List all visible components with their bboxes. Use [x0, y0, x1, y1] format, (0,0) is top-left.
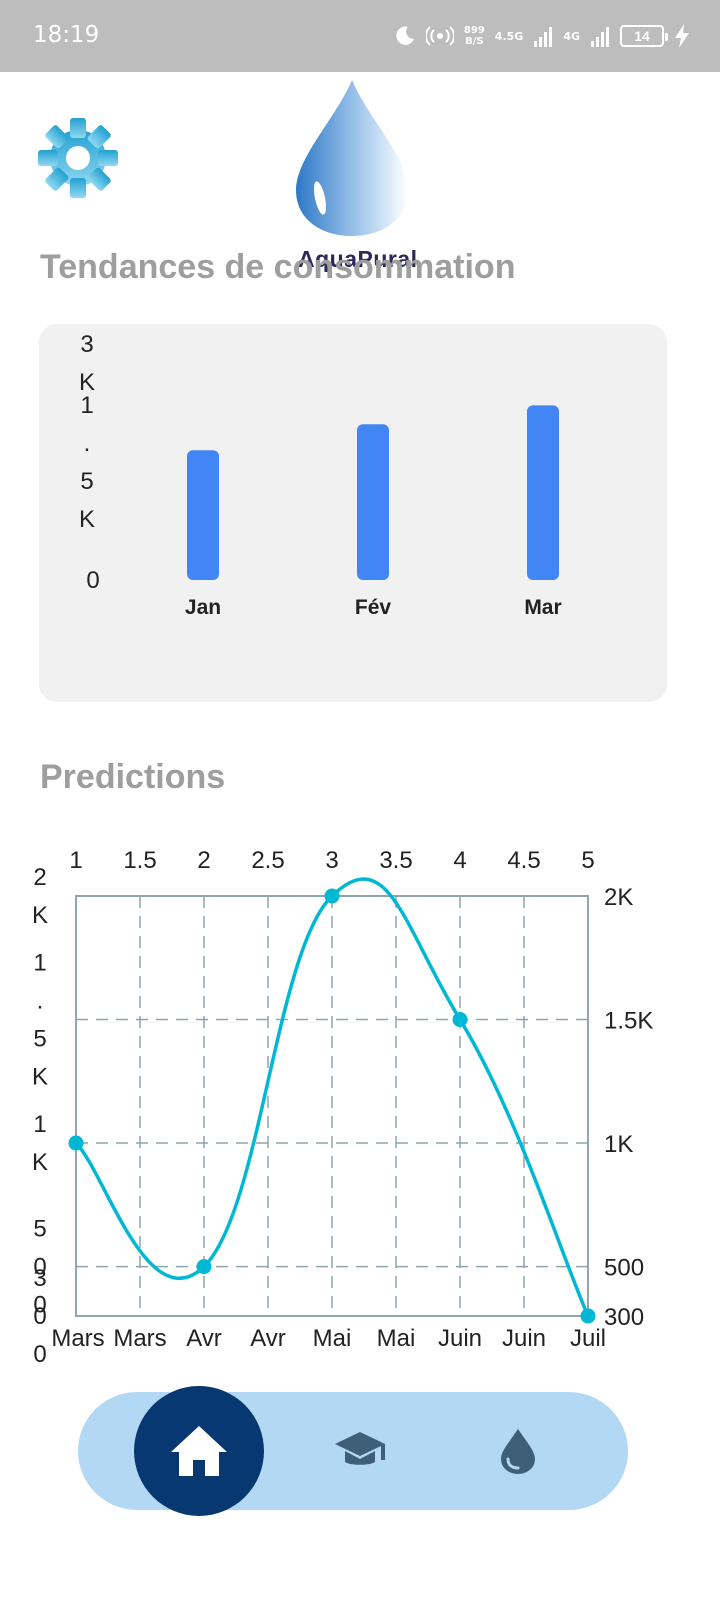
nav-water-button[interactable] [486, 1419, 550, 1483]
x-top-tick-label: 3 [325, 847, 338, 874]
signal-icon [534, 27, 553, 47]
y-right-tick-label: 300 [604, 1304, 644, 1331]
gear-icon [38, 118, 118, 198]
x-bottom-tick-label: Avr [250, 1325, 286, 1352]
x-top-tick-label: 1 [69, 847, 82, 874]
bar-mar [527, 405, 559, 580]
x-top-tick-label: 5 [581, 847, 594, 874]
moon-icon [396, 26, 415, 45]
bottom-navigation [78, 1386, 628, 1516]
settings-button[interactable] [36, 116, 120, 200]
prediction-point [196, 1259, 212, 1275]
prediction-point [452, 1012, 468, 1028]
logo-text: AquaPural [298, 246, 418, 272]
bar-fév [357, 424, 389, 580]
bar-y-tick-label: 0 [86, 567, 99, 594]
nav-learning-button[interactable] [328, 1419, 392, 1483]
y-right-tick-label: 2K [604, 884, 633, 911]
bar-x-tick-label: Jan [185, 596, 221, 619]
hotspot-icon [425, 26, 454, 46]
battery-indicator: 14 [620, 25, 668, 47]
home-icon [171, 1426, 227, 1476]
bar-jan [187, 450, 219, 580]
x-top-tick-label: 1.5 [123, 847, 156, 874]
x-bottom-tick-label: Juin [438, 1325, 482, 1352]
x-bottom-tick-label: Mars [51, 1325, 104, 1352]
y-right-tick-label: 1.5K [604, 1008, 653, 1035]
bar-x-tick-label: Mar [524, 596, 561, 619]
charging-bolt-icon [675, 24, 689, 48]
x-top-tick-label: 4.5 [507, 847, 540, 874]
status-time: 18:19 [33, 22, 100, 48]
consumption-bar-chart: 0 1. 5 K3 K Jan Fév Mar [79, 331, 562, 619]
network-label-1: 4.5G [494, 29, 524, 43]
predictions-title: Predictions [40, 758, 226, 796]
x-top-tick-label: 2 [197, 847, 210, 874]
prediction-point [324, 888, 340, 904]
signal-icon-2 [591, 27, 609, 47]
net-speed: 899 B/S [464, 25, 485, 47]
x-bottom-tick-label: Juil [570, 1325, 606, 1352]
status-bar: 18:19 899 B/S 4.5G 4G 14 [0, 0, 720, 72]
aquapural-logo-drop-icon [296, 80, 408, 236]
prediction-point [580, 1308, 596, 1324]
nav-home-button[interactable] [134, 1386, 264, 1516]
graduation-cap-icon [335, 1432, 385, 1465]
network-label-2: 4G [563, 29, 580, 43]
status-icons: 899 B/S 4.5G 4G 14 [394, 18, 690, 54]
trends-title: Tendances de consommation [40, 248, 516, 286]
x-bottom-tick-label: Juin [502, 1325, 546, 1352]
x-bottom-tick-label: Mai [313, 1325, 352, 1352]
x-top-tick-label: 2.5 [251, 847, 284, 874]
x-bottom-tick-label: Mars [113, 1325, 166, 1352]
net-speed-unit: B/S [465, 36, 484, 47]
predictions-line-chart: 1 1.5 2 2.5 3 3.5 4 4.5 5 Mars Mars Avr Avr Mai Mai Jui… [32, 847, 653, 1368]
y-right-tick-label: 500 [604, 1255, 644, 1282]
bar-x-tick-label: Fév [355, 596, 392, 619]
consumption-bar-chart-card: 0 1. 5 K 3 K Jan Fév Mar [39, 324, 667, 702]
x-top-tick-label: 4 [453, 847, 466, 874]
battery-level: 14 [634, 28, 650, 44]
prediction-point [68, 1135, 84, 1151]
y-right-tick-label: 1K [604, 1131, 633, 1158]
net-speed-value: 899 [463, 25, 485, 36]
water-drop-icon [501, 1429, 535, 1474]
x-bottom-tick-label: Avr [186, 1325, 222, 1352]
x-bottom-tick-label: Mai [377, 1325, 416, 1352]
x-top-tick-label: 3.5 [379, 847, 412, 874]
